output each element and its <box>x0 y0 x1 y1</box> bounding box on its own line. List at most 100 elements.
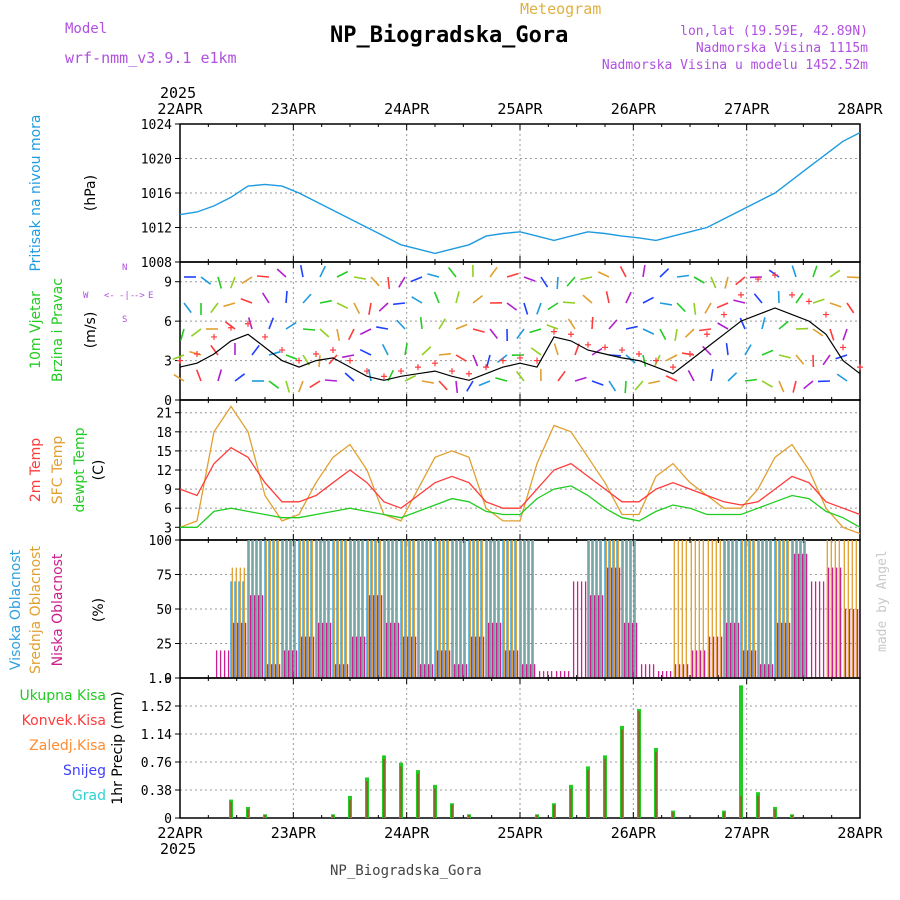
wind-arrow <box>256 275 270 278</box>
wind-arrow <box>733 299 746 304</box>
panels: 1008101210161020102403693691215182102550… <box>8 114 863 827</box>
y-tick-label: 0.38 <box>141 784 172 799</box>
x-axis-labels: 22APR 22APR 23APR 23APR 24APR 24APR 25APR 25APR… <box>157 100 883 842</box>
cloud-mid-label: Srednja Oblacnost <box>28 546 44 674</box>
wind-arrow <box>795 292 804 304</box>
wind-arrow <box>515 371 525 382</box>
precip-conv-bar <box>468 815 470 818</box>
wind-arrow <box>516 328 525 340</box>
location-text: lon,lat (19.59E, 42.89N) <box>680 24 868 39</box>
precip-total-bar <box>739 685 743 818</box>
wind-arrow <box>410 276 423 283</box>
wind-arrow <box>455 354 467 362</box>
wind-arrow <box>302 328 316 331</box>
model-elevation-text: Nadmorska Visina u modelu 1452.52m <box>602 58 868 73</box>
wind-arrow <box>761 317 766 330</box>
wind-arrow <box>297 380 304 393</box>
wind-gust-mark <box>857 364 863 371</box>
wind-arrow <box>659 302 673 306</box>
wind-arrow <box>735 276 746 286</box>
wind-arrow <box>347 328 355 341</box>
wind-arrow <box>666 354 678 362</box>
dewpoint-line <box>180 485 861 528</box>
hail-label: Grad <box>72 788 106 804</box>
wind-arrow <box>319 299 332 304</box>
wind-arrow <box>486 354 491 367</box>
wind-gust-mark <box>602 344 608 351</box>
footer-station: NP_Biogradska_Gora <box>330 863 482 879</box>
wind-arrow <box>698 328 712 332</box>
wind-arrow <box>495 377 508 382</box>
wind-arrow <box>562 301 576 304</box>
wind-arrow <box>659 268 670 278</box>
dir-arrow-left: <- <box>104 291 115 301</box>
precip-conv-bar <box>791 815 793 818</box>
y-tick-label: 75 <box>156 569 172 584</box>
y-tick-label: 1.52 <box>141 700 172 715</box>
y-tick-label: 0 <box>164 394 172 409</box>
wind-arrow <box>717 322 729 330</box>
wind-arrow <box>642 354 647 367</box>
wind-arrow <box>693 276 705 284</box>
wind-gust-mark <box>296 357 302 364</box>
wind-arrow <box>398 276 406 288</box>
cloud-unit: (%) <box>91 598 107 622</box>
year-top: 2025 <box>160 84 196 102</box>
y-tick-label: 6 <box>164 502 172 517</box>
wind-arrow <box>744 378 758 382</box>
wind-gust-mark <box>279 347 285 354</box>
wind-arrow <box>547 302 559 311</box>
wind-gust-mark <box>823 311 829 318</box>
y-tick-label: 50 <box>156 603 172 618</box>
wind-arrow <box>634 380 644 391</box>
x-label-bottom: 22APR <box>157 824 203 842</box>
dir-w: W <box>83 291 89 301</box>
wind-arrow <box>642 328 655 335</box>
wind-arrow <box>285 380 291 393</box>
precip-conv-bar <box>553 804 555 818</box>
wind-arrow <box>472 294 483 304</box>
precip-conv-label: Konvek.Kisa <box>22 713 106 729</box>
wind-arrow <box>724 276 729 289</box>
precip-conv-bar <box>366 781 368 818</box>
wind-gust-mark <box>330 347 336 354</box>
wind-arrow <box>608 380 617 392</box>
y-tick-label: 100 <box>149 534 172 549</box>
wind-arrow <box>665 375 678 382</box>
wind-gust-mark <box>466 370 472 377</box>
wind-label: 10m Vjetar <box>28 291 44 369</box>
y-tick-label: 18 <box>156 426 172 441</box>
y-tick-label: 1024 <box>141 118 172 133</box>
dir-center: -|- <box>119 291 135 301</box>
precip-conv-bar <box>536 815 538 818</box>
precip-conv-bar <box>672 812 674 818</box>
precip-conv-bar <box>332 815 334 818</box>
wind-arrow <box>710 368 714 382</box>
wind-arrow <box>261 292 270 304</box>
wind-arrow <box>812 328 824 337</box>
wind-arrow <box>433 291 440 304</box>
wind-arrow <box>396 319 406 330</box>
precip-frozen-label: Zaledj.Kisa <box>29 738 106 754</box>
wind-arrow <box>753 293 763 304</box>
wind-arrow <box>195 369 202 382</box>
wind-arrow <box>829 328 835 341</box>
wind-arrow <box>234 373 246 382</box>
x-label-top: 22APR <box>157 100 203 118</box>
wind-arrow <box>344 372 355 382</box>
wind-arrow <box>318 354 321 368</box>
y-tick-label: 12 <box>156 464 172 479</box>
wind-arrow <box>268 380 280 389</box>
y-tick-label: 1012 <box>141 222 172 237</box>
precip-conv-bar <box>587 770 589 818</box>
y-tick-label: 1020 <box>141 153 172 168</box>
wind-arrow <box>625 325 638 330</box>
wind-arrow <box>702 345 712 356</box>
wind-arrow <box>359 348 372 356</box>
wind-arrow <box>359 328 372 336</box>
wind-gust-mark <box>211 333 217 340</box>
meteogram-subtitle: Meteogram <box>520 0 601 18</box>
wind-arrow <box>761 349 774 356</box>
y-tick-label: 3 <box>164 355 172 370</box>
precip-conv-bar <box>723 812 725 818</box>
